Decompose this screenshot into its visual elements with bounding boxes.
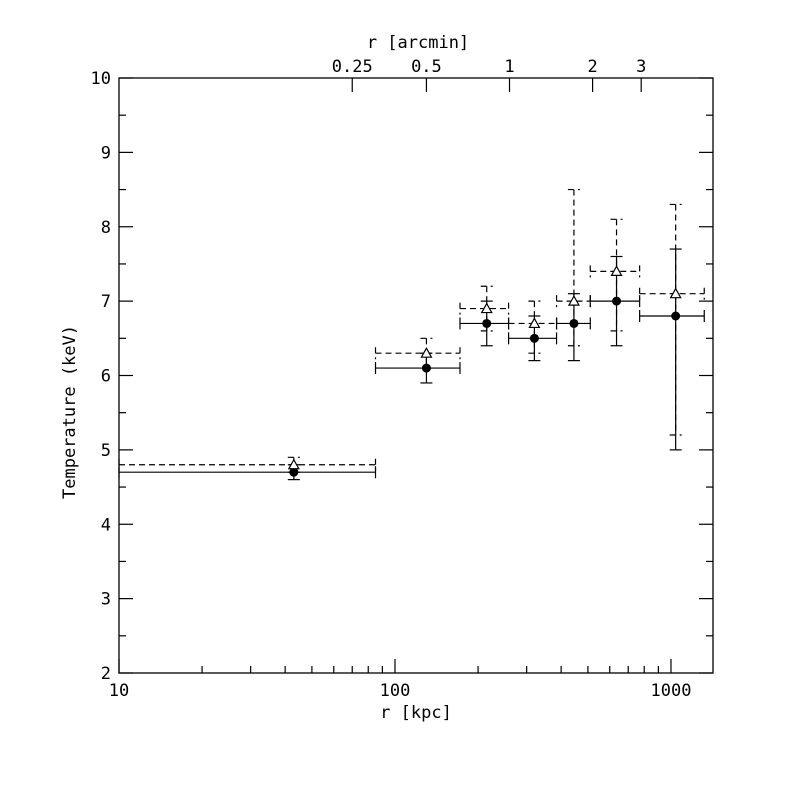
y-tick-label: 3: [101, 590, 111, 610]
y-tick-label: 6: [101, 367, 111, 387]
y-tick-label: 2: [101, 664, 111, 684]
data-series: [118, 188, 705, 481]
y-tick-label: 8: [101, 218, 111, 238]
x-tick-label: 1000: [650, 681, 691, 701]
x2-tick-label: 3: [636, 57, 646, 77]
y-tick-label: 4: [101, 515, 111, 535]
data-point-triangle: [420, 346, 433, 358]
data-point-triangle: [610, 265, 623, 276]
data-point-triangle: [528, 317, 541, 329]
data-point-circle: [482, 318, 492, 328]
x2-tick-label: 0.25: [332, 57, 373, 77]
y-tick-label: 5: [101, 441, 111, 461]
x2-tick-label: 1: [504, 57, 514, 77]
axis-tick-labels: 2 3 4 5 6 7 8 9 10 10 100 1000 0.25 0.5 1 2 3: [91, 57, 692, 701]
axis-ticks: [118, 77, 713, 674]
x-tick-label: 10: [109, 681, 129, 701]
y-tick-label: 7: [101, 292, 111, 312]
x-axis-title: r [kpc]: [380, 703, 452, 723]
data-point-triangle: [567, 294, 580, 306]
y-tick-label: 9: [101, 143, 111, 163]
x2-tick-label: 0.5: [411, 57, 442, 77]
data-point-triangle: [480, 302, 493, 314]
top-axis-title: r [arcmin]: [367, 33, 469, 53]
data-point-circle: [529, 333, 539, 343]
data-point-triangle: [669, 287, 682, 299]
plot-frame: [118, 77, 714, 674]
y-axis-title: Temperature (keV): [60, 325, 80, 499]
x-tick-label: 100: [380, 681, 411, 701]
data-point-triangle: [287, 458, 300, 470]
series-1: [118, 188, 705, 473]
y-tick-label: 10: [91, 69, 111, 89]
x2-tick-label: 2: [587, 57, 597, 77]
